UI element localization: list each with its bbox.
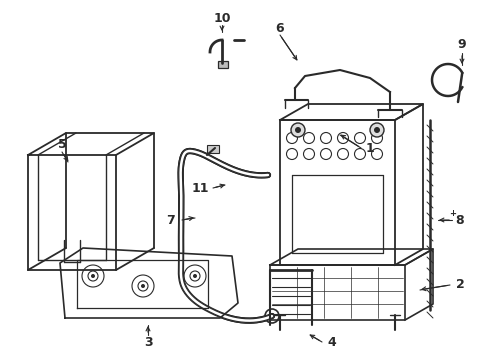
Circle shape: [374, 127, 380, 133]
Text: 1: 1: [366, 141, 374, 154]
Circle shape: [291, 123, 305, 137]
Text: 8: 8: [456, 213, 465, 226]
Circle shape: [193, 274, 197, 278]
Text: 3: 3: [144, 336, 152, 348]
Circle shape: [269, 313, 275, 319]
Circle shape: [265, 309, 279, 323]
Text: 11: 11: [191, 181, 209, 194]
Text: 7: 7: [166, 213, 174, 226]
Text: 4: 4: [328, 336, 336, 348]
Circle shape: [141, 284, 145, 288]
Circle shape: [295, 127, 301, 133]
Text: 9: 9: [458, 39, 466, 51]
Text: 2: 2: [456, 279, 465, 292]
Text: 10: 10: [213, 12, 231, 24]
Bar: [218, 61, 228, 68]
Circle shape: [370, 123, 384, 137]
Text: 5: 5: [58, 139, 66, 152]
Text: 6: 6: [276, 22, 284, 35]
Bar: [207, 145, 219, 153]
Circle shape: [91, 274, 95, 278]
Text: +: +: [449, 208, 457, 217]
Polygon shape: [60, 248, 238, 318]
